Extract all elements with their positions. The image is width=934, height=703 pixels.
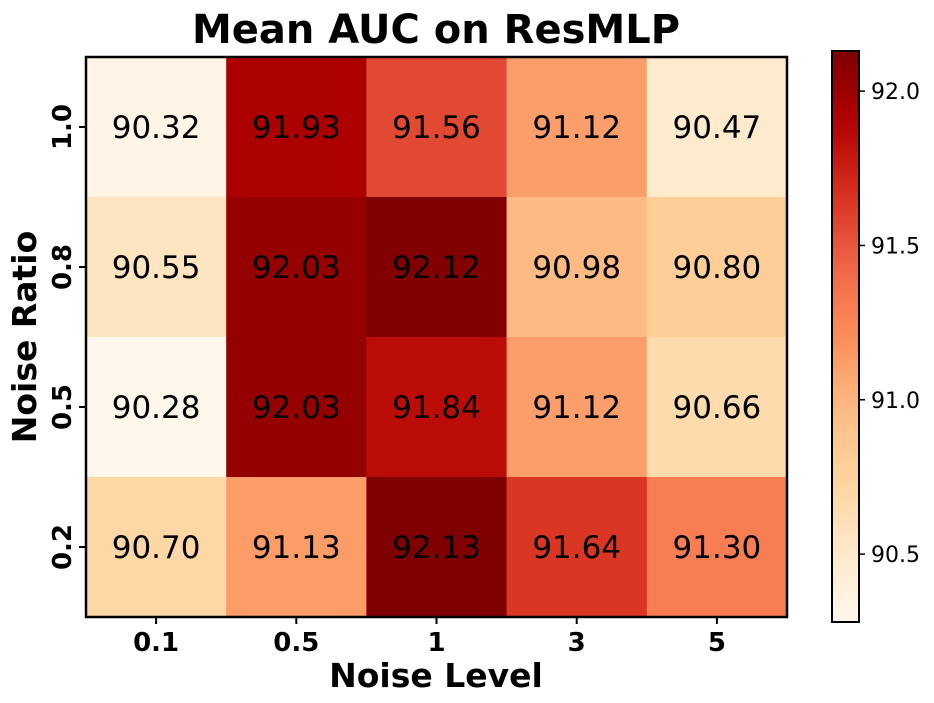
cell-value-label-r0-c4: 90.47 [673,110,762,146]
cell-value-label-r2-c1: 92.03 [252,390,341,426]
x-axis-ticks: 0.1 0.5 1 3 5 [133,617,726,658]
heatmap-cell-r0-c1 [226,57,367,198]
heatmap-cell-r3-c3 [506,477,648,618]
heatmap-cell-r1-c0 [86,197,227,338]
heatmap-cell-r3-c4 [646,477,788,618]
y-axis-ticks: 1.0 0.8 0.5 0.2 [48,104,86,570]
y-tick-label-2: 0.5 [48,384,78,430]
cell-value-label-r2-c2: 91.84 [392,390,481,426]
cell-value-label-r3-c4: 91.30 [673,530,762,566]
colorbar-tick-label-0: 90.5 [871,543,920,568]
colorbar-gradient [832,51,859,622]
colorbar-tick-label-2: 91.5 [871,234,920,259]
cell-value-label-r2-c4: 90.66 [673,390,762,426]
x-tick-label-0: 0.1 [133,628,179,658]
cell-value-label-r3-c1: 91.13 [252,530,341,566]
cell-value-label-r0-c0: 90.32 [112,110,201,146]
y-tick-label-3: 0.2 [48,524,78,570]
x-axis-label: Noise Level [329,656,543,695]
heatmap-cell-r0-c3 [506,57,648,198]
x-tick-label-3: 3 [568,628,586,658]
cell-value-label-r1-c3: 90.98 [532,250,621,286]
y-tick-label-1: 0.8 [48,244,78,290]
heatmap-cell-r1-c4 [646,197,788,338]
colorbar-ticks: 90.5 91.0 91.5 92.0 [859,80,920,568]
y-tick-label-0: 1.0 [48,104,78,150]
heatmap-cell-r0-c4 [646,57,788,198]
heatmap-cell-r2-c2 [366,337,508,478]
cell-value-label-r0-c3: 91.12 [532,110,621,146]
colorbar-tick-label-3: 92.0 [871,80,920,105]
colorbar: 90.5 91.0 91.5 92.0 [831,50,920,623]
heatmap-cell-r1-c3 [506,197,648,338]
cell-value-label-r1-c2: 92.12 [392,250,481,286]
heatmap-cell-labels: 90.32 91.93 91.56 91.12 90.47 90.55 92.03 92.12… [112,110,762,566]
colorbar-frame [831,50,860,623]
chart-title: Mean AUC on ResMLP [192,7,680,53]
cell-value-label-r2-c3: 91.12 [532,390,621,426]
heatmap-cell-r2-c4 [646,337,788,478]
colorbar-tick-label-1: 91.0 [871,389,920,414]
heatmap-cell-r2-c1 [226,337,367,478]
heatmap-cells [86,57,788,618]
heatmap-cell-r2-c3 [506,337,648,478]
cell-value-label-r1-c0: 90.55 [112,250,201,286]
cell-value-label-r1-c4: 90.80 [673,250,762,286]
heatmap-cell-r0-c2 [366,57,508,198]
x-tick-label-1: 0.5 [273,628,319,658]
cell-value-label-r3-c3: 91.64 [532,530,621,566]
x-tick-label-4: 5 [708,628,726,658]
heatmap-cell-r0-c0 [86,57,227,198]
heatmap-cell-r1-c1 [226,197,367,338]
heatmap-cell-r1-c2 [366,197,508,338]
cell-value-label-r2-c0: 90.28 [112,390,201,426]
heatmap-cell-r3-c0 [86,477,227,618]
heatmap-cell-r3-c1 [226,477,367,618]
cell-value-label-r3-c2: 92.13 [392,530,481,566]
heatmap-cell-r2-c0 [86,337,227,478]
cell-value-label-r0-c2: 91.56 [392,110,481,146]
x-tick-label-2: 1 [427,628,445,658]
y-axis-label: Noise Ratio [5,231,44,444]
cell-value-label-r1-c1: 92.03 [252,250,341,286]
heatmap-cell-r3-c2 [366,477,508,618]
cell-value-label-r0-c1: 91.93 [252,110,341,146]
cell-value-label-r3-c0: 90.70 [112,530,201,566]
